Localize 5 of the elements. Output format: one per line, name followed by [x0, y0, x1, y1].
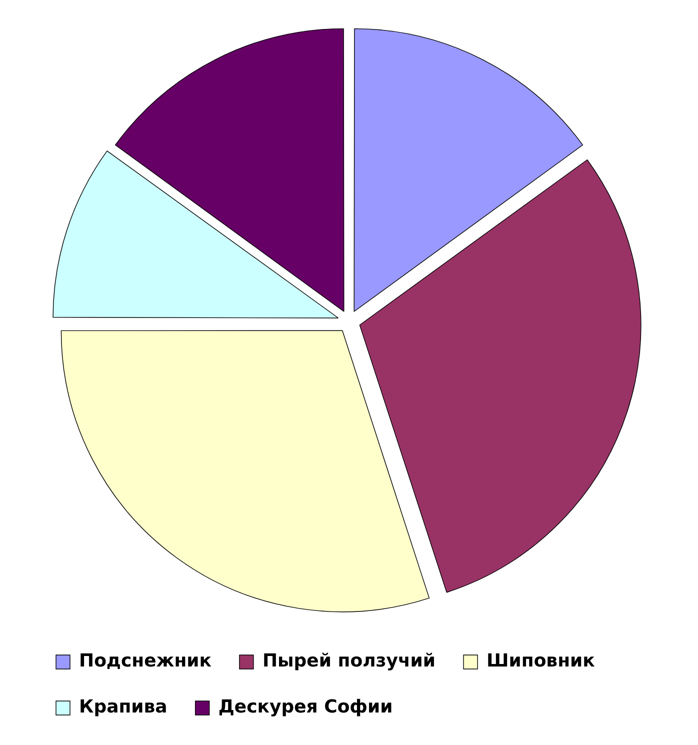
legend-label: Пырей ползучий	[262, 650, 436, 672]
legend-label: Дескурея Софии	[218, 696, 393, 718]
legend-label: Шиповник	[486, 650, 595, 672]
legend-label: Крапива	[79, 696, 168, 718]
legend-label: Подснежник	[79, 650, 212, 672]
